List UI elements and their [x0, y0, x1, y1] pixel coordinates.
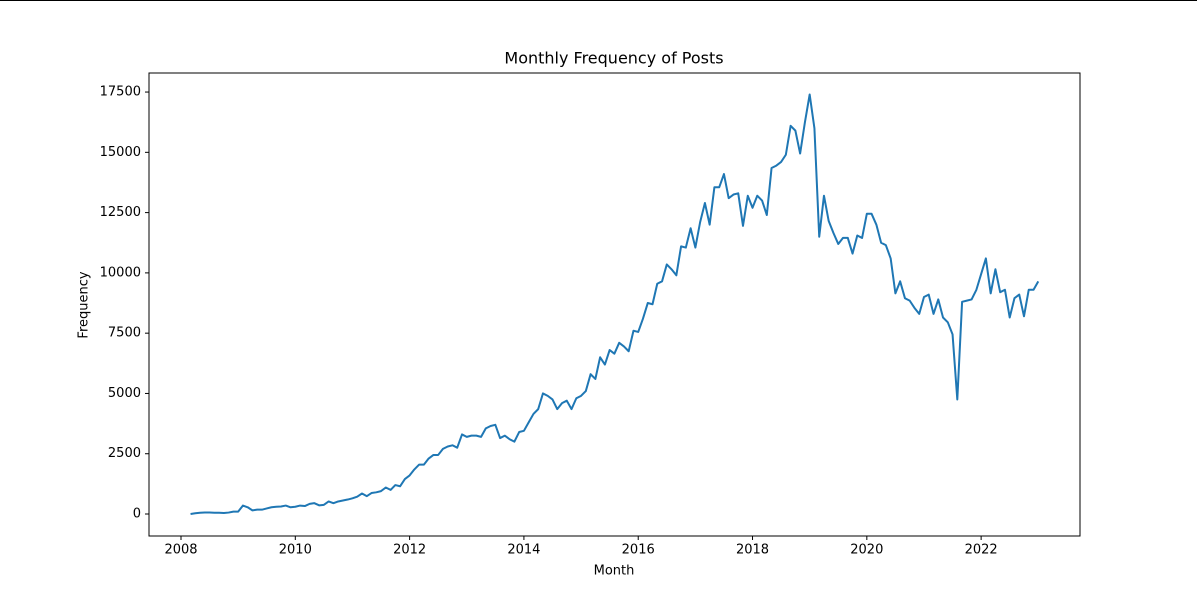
y-axis-label: Frequency [77, 271, 92, 338]
y-tick-label: 5000 [108, 386, 141, 401]
y-tick-label: 2500 [108, 446, 141, 461]
x-tick-label: 2016 [622, 543, 655, 558]
y-tick-label: 10000 [100, 265, 141, 280]
x-tick-label: 2012 [393, 543, 426, 558]
y-tick-label: 7500 [108, 326, 141, 341]
x-tick-label: 2020 [850, 543, 883, 558]
chart-title: Monthly Frequency of Posts [504, 49, 723, 68]
x-tick-label: 2018 [736, 543, 769, 558]
x-tick-label: 2014 [507, 543, 540, 558]
data-line [190, 93, 1040, 515]
y-tick-label: 0 [133, 507, 141, 522]
y-tick-label: 17500 [100, 85, 141, 100]
x-tick-label: 2022 [965, 543, 998, 558]
x-tick-label: 2008 [164, 543, 197, 558]
y-tick-label: 15000 [100, 145, 141, 160]
plot-frame [148, 72, 1081, 537]
y-tick-label: 12500 [100, 205, 141, 220]
x-tick-label: 2010 [279, 543, 312, 558]
x-axis-label: Month [594, 564, 635, 579]
